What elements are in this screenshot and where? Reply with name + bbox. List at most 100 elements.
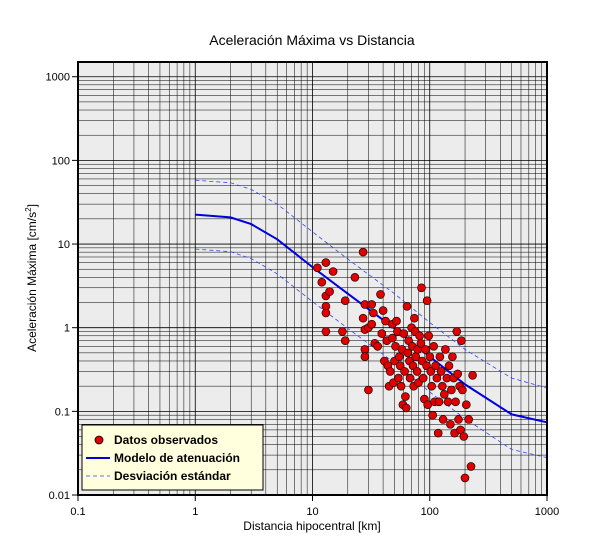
x-tick-label: 1 <box>192 506 198 518</box>
data-point <box>388 333 397 343</box>
data-point <box>394 373 403 383</box>
data-point <box>439 389 449 399</box>
legend-label-model: Modelo de atenuación <box>114 451 240 465</box>
data-point <box>396 381 406 391</box>
data-point <box>446 419 455 429</box>
data-point <box>458 385 467 395</box>
legend-label-stddev: Desviación estándar <box>114 469 231 483</box>
y-tick-label: 10 <box>58 239 70 251</box>
x-axis-ticks: 0.1 1 10 100 1000 <box>70 495 559 518</box>
data-point <box>459 432 469 441</box>
data-point <box>325 287 334 296</box>
data-point <box>360 345 370 354</box>
data-point <box>328 267 338 276</box>
data-point <box>321 258 331 267</box>
attenuation-model-line <box>195 213 548 424</box>
legend-box <box>81 424 264 491</box>
data-point <box>415 331 424 341</box>
data-point <box>338 327 347 336</box>
data-point <box>392 316 401 326</box>
x-tick-label: 0.1 <box>70 506 85 518</box>
data-point <box>368 308 378 318</box>
data-point <box>321 308 331 318</box>
data-point <box>313 263 322 273</box>
data-points <box>313 247 477 483</box>
data-point <box>425 352 435 362</box>
data-point <box>418 373 428 383</box>
data-point <box>426 367 436 376</box>
legend-marker-observed <box>94 435 104 445</box>
data-point <box>376 290 385 299</box>
data-point <box>431 361 440 371</box>
data-point <box>340 336 350 346</box>
data-point <box>405 373 415 383</box>
data-point <box>437 381 447 391</box>
data-point <box>452 327 462 336</box>
data-point <box>367 319 377 329</box>
data-point <box>444 361 454 371</box>
y-axis-label-superscript: 2 <box>24 207 33 212</box>
data-point <box>434 397 444 407</box>
data-point <box>394 352 404 362</box>
data-point <box>317 277 327 287</box>
data-point <box>429 341 439 351</box>
data-point <box>428 410 438 420</box>
data-point <box>435 352 445 362</box>
data-point <box>464 415 474 424</box>
data-point <box>424 331 434 341</box>
y-axis-label-end: ] <box>25 204 39 207</box>
data-point <box>400 367 409 376</box>
data-point <box>422 296 432 306</box>
curves <box>195 179 548 458</box>
data-point <box>403 348 413 358</box>
grid <box>77 62 547 496</box>
data-point <box>410 313 419 323</box>
data-point <box>451 397 460 407</box>
data-point <box>364 385 373 395</box>
data-point <box>461 400 471 410</box>
data-point <box>367 300 377 309</box>
data-point <box>453 369 463 379</box>
data-point <box>441 345 450 354</box>
y-axis-ticks: 0.01 0.1 1 10 100 1000 <box>46 72 78 502</box>
y-tick-label: 1000 <box>46 72 70 84</box>
data-point <box>377 329 387 338</box>
data-point <box>427 381 437 391</box>
data-point <box>438 415 448 424</box>
data-point <box>417 283 426 293</box>
data-point <box>412 367 422 376</box>
chart-title: Aceleración Máxima vs Distancia <box>209 32 415 48</box>
data-point <box>360 352 370 362</box>
x-axis-label: Distancia hipocentral [km] <box>243 519 380 533</box>
data-point <box>433 428 443 438</box>
data-point <box>421 345 430 354</box>
data-point <box>321 327 331 336</box>
y-tick-label: 100 <box>52 155 70 167</box>
data-point <box>340 296 350 306</box>
data-point <box>468 370 477 380</box>
y-tick-label: 1 <box>64 323 70 335</box>
data-point <box>395 361 405 371</box>
data-point <box>358 247 368 257</box>
data-point <box>436 367 446 376</box>
data-point <box>448 352 457 362</box>
data-point <box>432 373 442 383</box>
y-tick-label: 0.1 <box>55 406 70 418</box>
y-tick-label: 0.01 <box>49 490 70 502</box>
x-tick-label: 10 <box>306 506 318 518</box>
y-axis-label: Aceleración Máxima [cm/s2] <box>24 204 39 352</box>
data-point <box>399 329 409 338</box>
data-point <box>401 392 410 401</box>
data-point <box>373 341 383 351</box>
data-point <box>350 272 360 282</box>
data-point <box>402 301 412 311</box>
data-point <box>454 415 463 424</box>
legend: Datos observados Modelo de atenuación De… <box>81 424 264 491</box>
data-point <box>378 306 388 315</box>
data-point <box>401 403 411 413</box>
data-point <box>358 313 368 323</box>
legend-label-observed: Datos observados <box>114 433 218 447</box>
x-tick-label: 1000 <box>535 506 559 518</box>
data-point <box>466 462 476 471</box>
